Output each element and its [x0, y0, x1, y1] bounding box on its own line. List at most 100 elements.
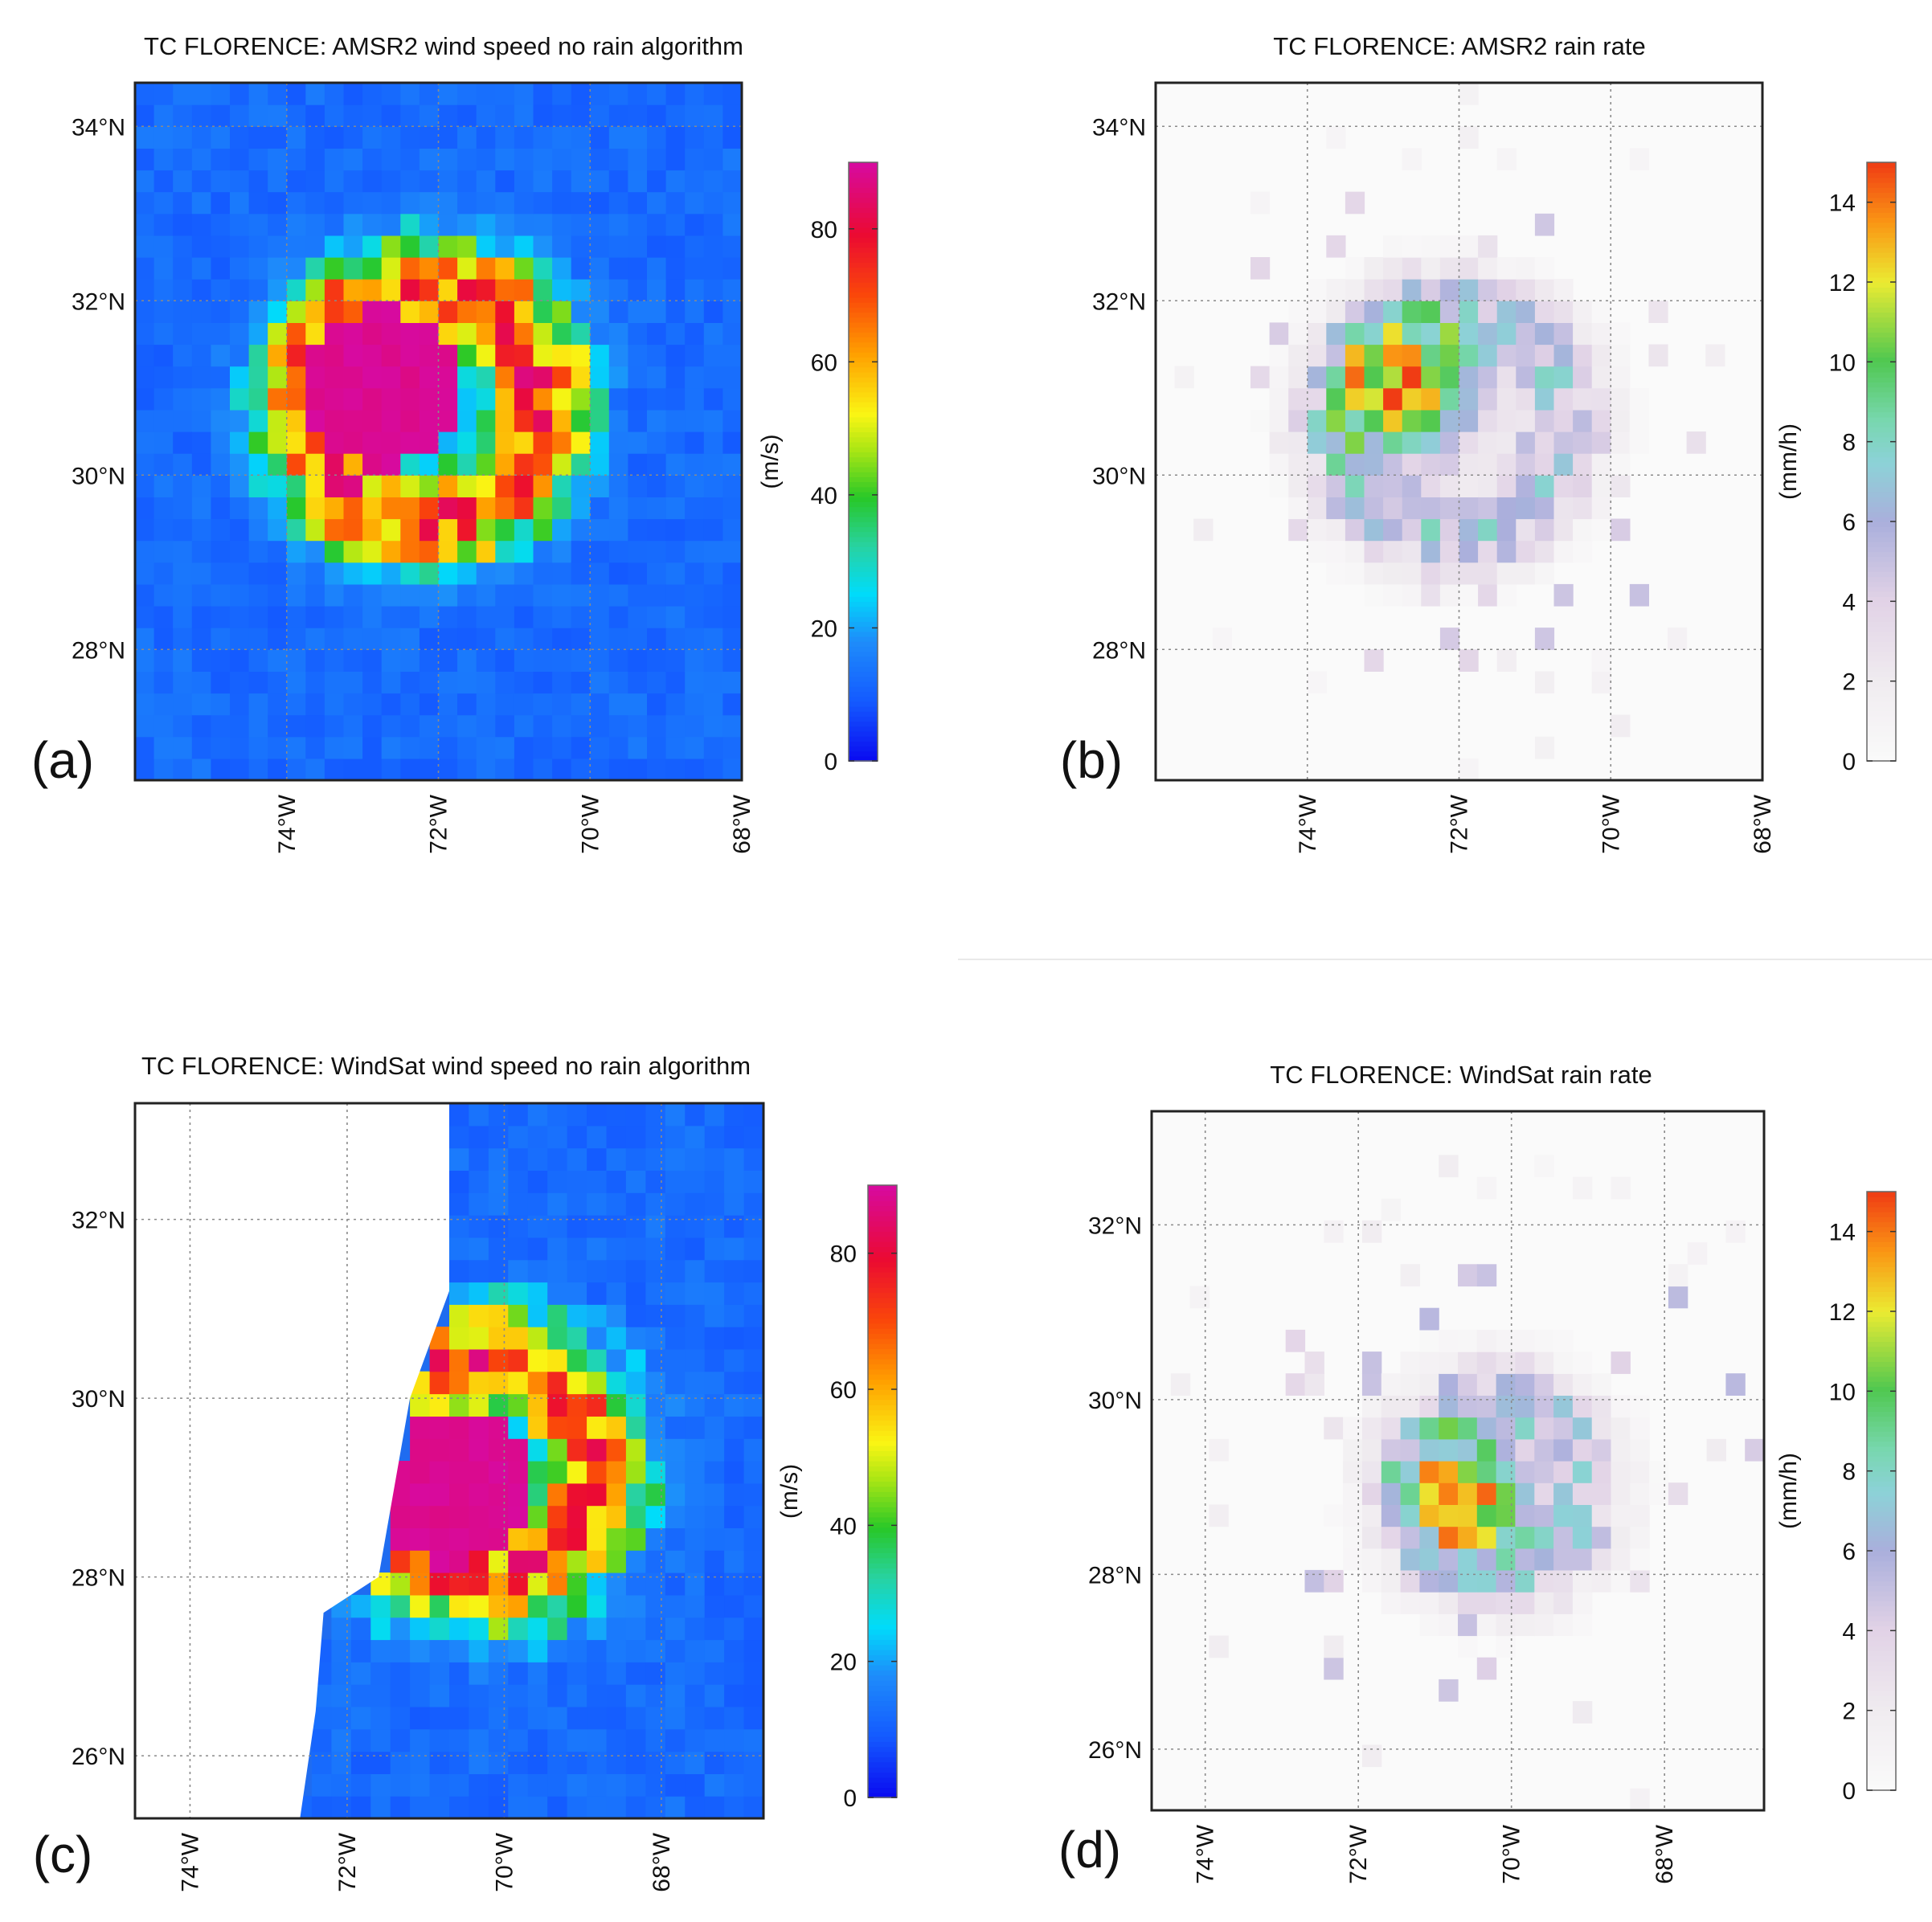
heatmap-cell [1381, 1461, 1402, 1483]
heatmap-cell [449, 1304, 469, 1327]
colorbar-segment [1867, 471, 1896, 477]
heatmap-cell [476, 279, 496, 301]
colorbar-segment [868, 1542, 897, 1548]
heatmap-cell [476, 409, 496, 432]
colorbar-segment [868, 1435, 897, 1442]
heatmap-cell [567, 1572, 587, 1596]
colorbar-segment [1867, 546, 1896, 553]
colorbar-segment [1867, 1192, 1896, 1198]
heatmap-cell [608, 540, 628, 563]
heatmap-cell [703, 344, 723, 367]
colorbar-tick-label: 40 [830, 1513, 857, 1540]
colorbar-segment [849, 621, 878, 628]
heatmap-cell [400, 170, 420, 193]
heatmap-cell [390, 1639, 411, 1662]
colorbar-segment [849, 735, 878, 742]
heatmap-cell [1209, 1635, 1229, 1658]
heatmap-cell [685, 583, 705, 607]
colorbar-segment [1867, 192, 1896, 198]
heatmap-cell [724, 1237, 745, 1261]
colorbar-segment [868, 1420, 897, 1426]
heatmap-cell [1611, 322, 1631, 346]
heatmap-cell [135, 606, 155, 628]
heatmap-cell [457, 671, 477, 694]
heatmap-cell [724, 1461, 745, 1484]
colorbar-segment [868, 1460, 897, 1467]
heatmap-cell [1687, 1242, 1708, 1265]
heatmap-cell [1629, 409, 1649, 432]
heatmap-cell [400, 344, 420, 367]
heatmap-cell [1439, 1417, 1459, 1440]
heatmap-cell [590, 562, 610, 585]
heatmap-cell [211, 344, 231, 367]
heatmap-cell [606, 1482, 627, 1507]
heatmap-cell [625, 1527, 646, 1551]
colorbar-segment [1867, 1545, 1896, 1552]
heatmap-cell [1439, 540, 1460, 563]
colorbar-segment [1867, 1475, 1896, 1482]
heatmap-cell [1725, 1373, 1746, 1396]
heatmap-cell [400, 583, 420, 607]
heatmap-cell [268, 387, 288, 411]
heatmap-cell [230, 322, 250, 346]
heatmap-cell [552, 628, 572, 650]
heatmap-cell [665, 671, 686, 694]
heatmap-cell [343, 758, 363, 781]
heatmap-cell [153, 628, 174, 650]
heatmap-cell [724, 1327, 745, 1350]
heatmap-cell [625, 1237, 646, 1261]
heatmap-cell [743, 1215, 764, 1238]
heatmap-cell [685, 758, 705, 781]
heatmap-cell [703, 758, 723, 781]
heatmap-cell [533, 736, 553, 759]
colorbar-segment [1867, 1416, 1896, 1422]
heatmap-cell [248, 344, 268, 367]
heatmap-cell [724, 1192, 745, 1216]
heatmap-cell [1209, 1438, 1229, 1462]
colorbar-segment [1867, 1491, 1896, 1497]
heatmap-cell [1534, 344, 1555, 367]
heatmap-cell [1459, 83, 1479, 105]
heatmap-cell [606, 1527, 627, 1551]
heatmap-cell [305, 583, 325, 607]
panel-c-heatmap [292, 1103, 764, 1819]
colorbar-segment [868, 1624, 897, 1630]
heatmap-cell [722, 213, 743, 236]
heatmap-cell [488, 1482, 509, 1507]
heatmap-cell [173, 606, 193, 628]
heatmap-cell [449, 1505, 469, 1528]
heatmap-cell [1573, 518, 1593, 542]
heatmap-cell [685, 431, 705, 454]
colorbar-segment [1867, 242, 1896, 248]
heatmap-cell [476, 540, 496, 563]
colorbar-segment [868, 1205, 897, 1212]
colorbar-tick-label: 0 [824, 749, 837, 775]
colorbar-segment [868, 1639, 897, 1646]
heatmap-cell [343, 148, 363, 171]
heatmap-cell [1534, 387, 1555, 411]
heatmap-cell [419, 322, 440, 346]
heatmap-cell [1269, 387, 1289, 411]
heatmap-cell [645, 1482, 666, 1507]
heatmap-cell [552, 366, 572, 389]
heatmap-cell [508, 1617, 529, 1641]
heatmap-cell [547, 1796, 568, 1819]
colorbar-frame [1866, 1191, 1897, 1791]
heatmap-cell [703, 366, 723, 389]
heatmap-cell [476, 714, 496, 738]
heatmap-cell [1478, 540, 1498, 563]
heatmap-cell [628, 322, 648, 346]
heatmap-cell [135, 518, 155, 542]
heatmap-cell [449, 1796, 469, 1819]
heatmap-cell [1591, 497, 1611, 520]
heatmap-cell [488, 1572, 509, 1596]
heatmap-cell [527, 1170, 548, 1193]
heatmap-cell [343, 693, 363, 716]
heatmap-cell [1534, 1373, 1554, 1396]
heatmap-cell [495, 583, 515, 607]
heatmap-cell [514, 497, 534, 520]
heatmap-cell [606, 1572, 627, 1596]
heatmap-cell [1402, 497, 1422, 520]
colorbar-segment [1867, 1226, 1896, 1233]
heatmap-cell [685, 1147, 706, 1171]
